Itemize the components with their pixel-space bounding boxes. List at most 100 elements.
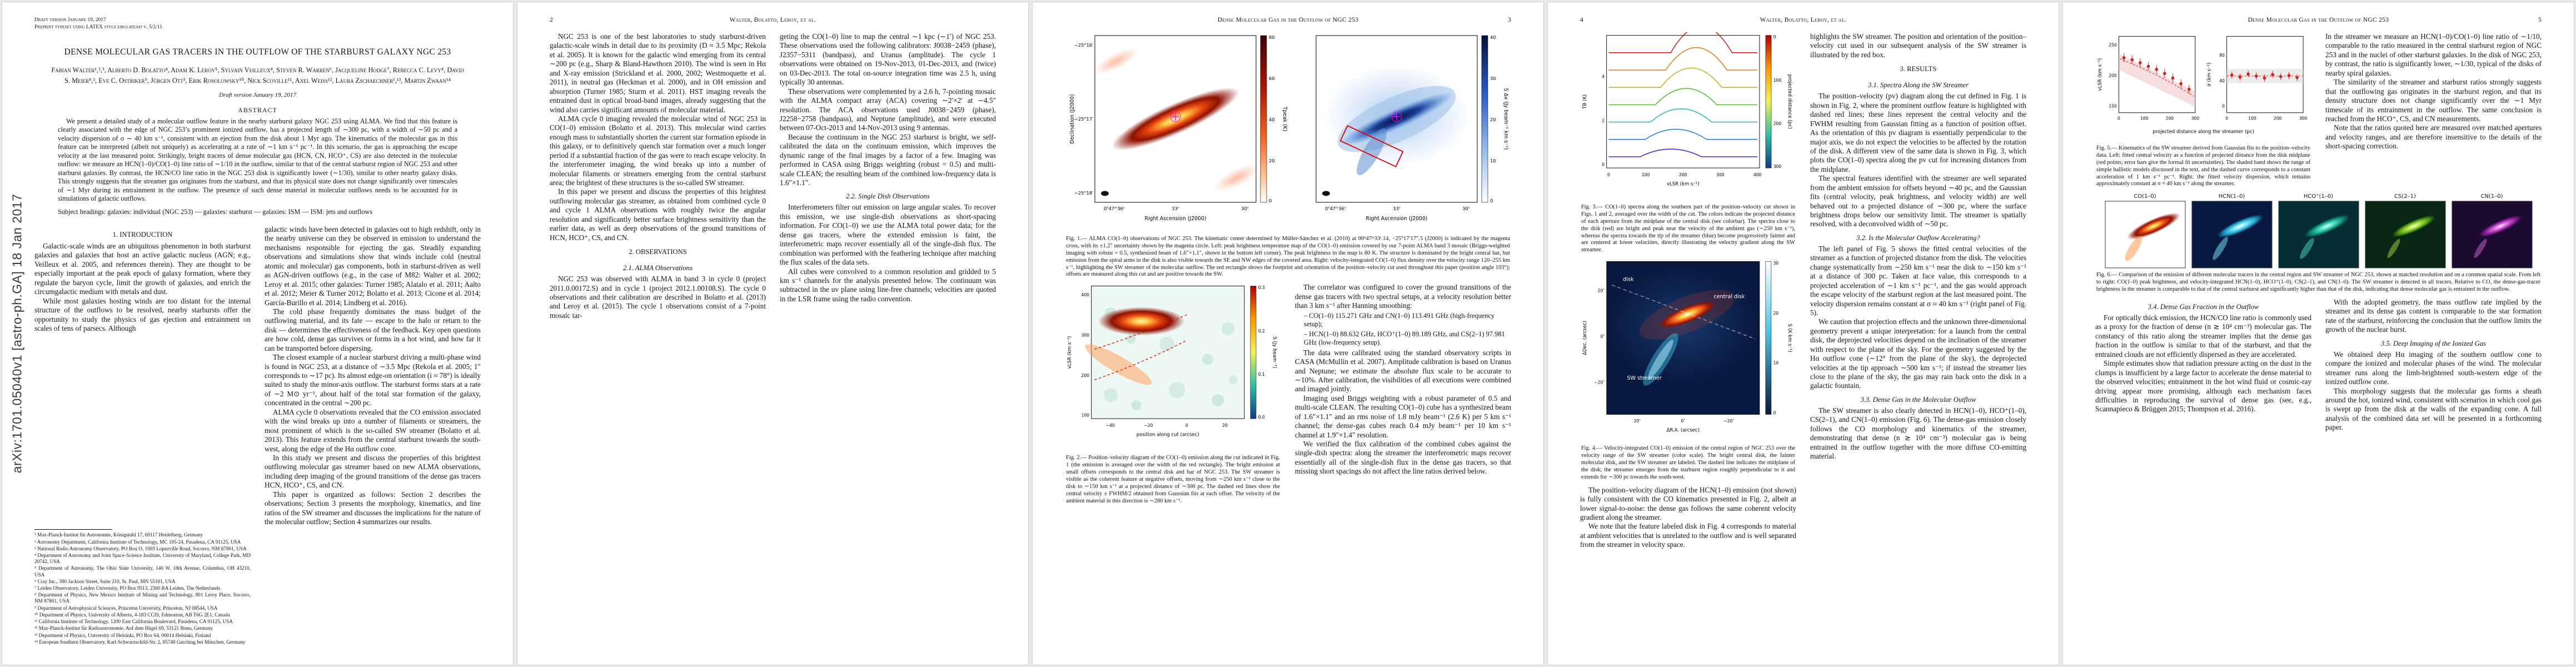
colorbar-tick: 0 [1773, 34, 1776, 39]
axis-tick: −25°16′ [1074, 42, 1093, 48]
paragraph: ALMA cycle 0 observations revealed that … [265, 407, 481, 453]
disk-midplane-line [1611, 285, 1756, 340]
paragraph: This morphology suggests that the molecu… [2325, 386, 2542, 432]
running-head: Dense Molecular Gas in the Outflow of NG… [1065, 17, 1511, 23]
running-head-title: Dense Molecular Gas in the Outflow of NG… [2248, 17, 2389, 23]
figure-2-caption: Fig. 2.— Position–velocity diagram of th… [1066, 455, 1280, 504]
affiliation: ⁶ Cray Inc., 380 Jackson Street, Suite 2… [34, 578, 176, 584]
synthesized-beam [1101, 191, 1109, 196]
spectral-setup-list: – CO(1–0) 115.271 GHz and CN(1–0) 113.49… [1295, 311, 1511, 349]
fig1-left-colorbar-label: Tpeak (K) [1282, 106, 1288, 132]
axis-tick: 300 [2191, 116, 2200, 121]
paragraph: The position–velocity diagram of the HCN… [1580, 485, 1796, 521]
affiliation: ⁴ Department of Astronomy and Joint Spac… [34, 552, 251, 565]
page2-left-column: NGC 253 is one of the best laboratories … [550, 32, 766, 646]
paragraph: The closest example of a nuclear starbur… [265, 353, 481, 407]
axis-tick: −25°17′ [1074, 116, 1093, 122]
figure-2: 0.3 0.2 0.1 0.0 S (Jy beam⁻¹) −40 −20 0 … [1065, 283, 1281, 509]
paragraph: highlights the SW streamer. The position… [1810, 32, 2026, 59]
paragraph: We obtained deep Hα imaging of the south… [2325, 350, 2542, 386]
pv-cut-rectangle [1339, 125, 1404, 168]
paragraph: All cubes were convolved to a common res… [780, 267, 996, 303]
fig1-right-colorbar [1481, 35, 1488, 203]
colorbar-tick: 10 [1490, 158, 1496, 163]
section-3-1-heading: 3.1. Spectra Along the SW Streamer [1868, 81, 1969, 89]
figure-6-panel-co: CO(1–0) [2105, 193, 2186, 268]
axis-tick: 4 [1602, 74, 1605, 79]
paragraph: For optically thick emission, the HCN/CO… [2095, 313, 2311, 359]
colorbar-tick: 100 [1773, 78, 1782, 83]
pv-bar-emission [1098, 307, 1185, 336]
hcop-panel-image [2278, 201, 2359, 268]
paragraph: geting the CO(1–0) line to map the centr… [780, 32, 996, 87]
paragraph: We verified the flux calibration of the … [1295, 440, 1511, 476]
paragraph: The similarity of the streamer and starb… [2325, 78, 2542, 123]
axis-tick: 0 [1607, 172, 1610, 177]
body-paragraphs: NGC 253 was observed with ALMA in band 3… [550, 275, 766, 320]
page-1: arXiv:1701.05040v1 [astro-ph.GA] 18 Jan … [2, 2, 514, 665]
axis-tick: 33ˢ [1172, 206, 1179, 211]
draft-header: Draft version January 19, 2017 Preprint … [34, 17, 481, 32]
fig4-colorbar-label: S (K km s⁻¹) [1787, 324, 1792, 352]
page3-right-column: The correlator was configured to cover t… [1295, 283, 1511, 646]
axis-tick: 0 [1602, 162, 1605, 167]
paper-title: DENSE MOLECULAR GAS TRACERS IN THE OUTFL… [64, 47, 451, 57]
axis-tick: 30ˢ [1462, 206, 1470, 211]
axis-tick: 200 [2274, 116, 2282, 121]
paragraph: galactic winds have been detected in gal… [265, 225, 481, 307]
colorbar-tick: 0.0 [1258, 415, 1265, 420]
figure-6-panels: CO(1–0) HCN(1–0) [2095, 193, 2542, 268]
figure-3: 0 100 200 300 projected distance (pc) 0 … [1580, 32, 1796, 258]
cn-panel-image [2452, 201, 2532, 268]
axis-tick: 400 [1082, 292, 1090, 297]
figure-4-caption: Fig. 4.— Velocity-integrated CO(1–0) emi… [1581, 445, 1795, 480]
figure-1-caption: Fig. 1.— ALMA CO(1–0) observations of NG… [1066, 236, 1510, 278]
colorbar-tick: 10 [1773, 361, 1779, 366]
running-head-title: Dense Molecular Gas in the Outflow of NG… [1217, 17, 1359, 23]
page1-left-column: 1. INTRODUCTION Galactic-scale winds are… [34, 225, 251, 646]
colorbar-tick: 20 [1490, 117, 1496, 122]
axis-tick: 300 [2299, 116, 2308, 121]
body-paragraphs: Interferometers filter out emission on l… [780, 203, 996, 303]
panel-title: HCN(1–0) [2218, 193, 2245, 200]
central-disk-label: central disk [1713, 294, 1745, 300]
fig2-colorbar-label: S (Jy beam⁻¹) [1272, 337, 1277, 369]
affiliation: ⁸ Department of Physics, New Mexico Inst… [34, 592, 251, 604]
running-head: 4 Walter, Bolatto, Leroy, et al. [1580, 17, 2026, 23]
figure-4-image: central disk SW streamer disk 30 20 10 0… [1582, 261, 1792, 434]
fig2-colorbar [1250, 286, 1257, 419]
fig2-ylabel: vLSR (km s⁻¹) [1067, 336, 1073, 369]
pv-streamer-emission [1085, 344, 1152, 385]
figure-6-panel-cn: CN(1–0) [2452, 193, 2533, 268]
author-list: Fabian Walter¹,²,³, Alberto D. Bolatto⁴,… [51, 66, 464, 84]
central-disk-emission [1658, 301, 1716, 328]
page5-bottom-row: 3.4. Dense Gas Fraction in the Outflow F… [2095, 298, 2542, 646]
affiliation: ¹¹ California Institute of Technology, 1… [34, 619, 233, 625]
paragraph: In this study we present and discuss the… [265, 453, 481, 490]
body-paragraphs: The SW streamer is also clearly detected… [1810, 406, 2026, 461]
panel-title: CN(1–0) [2480, 193, 2503, 200]
axis-tick: 0″ [1681, 419, 1685, 424]
fig1-xlabel: Right Ascension (J2000) [1145, 216, 1207, 222]
axis-tick: 200 [2166, 116, 2174, 121]
figure-1-image: 80 60 40 20 0 Tpeak (K) 0ʰ47ᵐ36ˢ 33ˢ 30ˢ… [1069, 34, 1509, 222]
axis-tick: −40 [1106, 423, 1115, 428]
body-paragraphs: The left panel of Fig. 5 shows the fitte… [1810, 245, 2026, 391]
section-2-2-heading: 2.2. Single Dish Observations [846, 192, 930, 201]
fig3-xlabel: vLSR (km s⁻¹) [1667, 181, 1700, 187]
axis-tick: 0 [1185, 423, 1188, 428]
panel-title: CO(1–0) [2134, 193, 2156, 200]
paragraph: Note that the ratios quoted here are mea… [2325, 123, 2542, 151]
figure-5: 250 200 150 vLSR (km s⁻¹) 0 100 200 300 [2095, 32, 2311, 192]
kinematic-center-circle [1170, 111, 1181, 122]
fig2-xlabel: position along cut (arcsec) [1137, 432, 1199, 438]
page-2: 2 Walter, Bolatto, Leroy, et al. NGC 253… [517, 2, 1029, 665]
page2-right-column: geting the CO(1–0) line to map the centr… [780, 32, 996, 646]
gaussian-fit-lower [1094, 340, 1188, 381]
running-head: 2 Walter, Bolatto, Leroy, et al. [550, 17, 996, 23]
paragraph: In the streamer we measure an HCN(1–0)/C… [2325, 32, 2542, 77]
affiliation: ¹⁰ Department of Physics, University of … [34, 611, 230, 618]
page3-left-column: 0.3 0.2 0.1 0.0 S (Jy beam⁻¹) −40 −20 0 … [1065, 283, 1281, 646]
section-2-1-heading: 2.1. ALMA Observations [623, 264, 692, 272]
acceleration-model-curve [2120, 58, 2195, 97]
